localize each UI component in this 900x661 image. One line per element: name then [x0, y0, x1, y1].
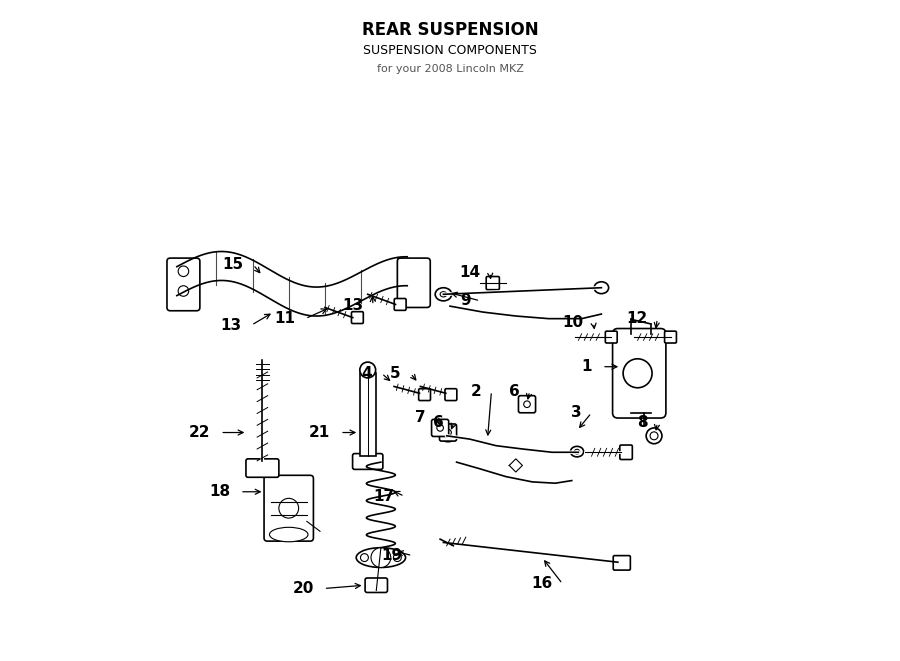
FancyBboxPatch shape	[432, 419, 449, 436]
Ellipse shape	[440, 292, 446, 297]
Text: 22: 22	[189, 425, 211, 440]
FancyBboxPatch shape	[352, 312, 364, 323]
Ellipse shape	[571, 446, 583, 457]
FancyBboxPatch shape	[518, 396, 536, 412]
Text: 3: 3	[571, 405, 581, 420]
Circle shape	[178, 266, 189, 276]
Text: 6: 6	[433, 415, 444, 430]
Ellipse shape	[594, 282, 608, 293]
Text: 9: 9	[460, 293, 471, 309]
Text: 12: 12	[626, 311, 647, 326]
Circle shape	[650, 432, 658, 440]
Text: REAR SUSPENSION: REAR SUSPENSION	[362, 21, 538, 39]
Circle shape	[393, 554, 401, 562]
FancyBboxPatch shape	[613, 329, 666, 418]
FancyBboxPatch shape	[445, 389, 457, 401]
FancyBboxPatch shape	[246, 459, 279, 477]
FancyBboxPatch shape	[167, 258, 200, 311]
Text: 11: 11	[274, 311, 295, 326]
Text: 1: 1	[581, 359, 592, 374]
Text: 5: 5	[390, 366, 400, 381]
Text: 19: 19	[382, 548, 402, 563]
Text: 13: 13	[342, 298, 363, 313]
Text: 8: 8	[637, 415, 647, 430]
Circle shape	[371, 548, 391, 567]
Text: 2: 2	[471, 383, 482, 399]
FancyBboxPatch shape	[486, 276, 500, 290]
Text: 4: 4	[361, 366, 372, 381]
Text: 16: 16	[531, 576, 553, 592]
Ellipse shape	[356, 548, 406, 567]
Text: 20: 20	[292, 581, 314, 596]
Circle shape	[445, 429, 451, 436]
Circle shape	[623, 359, 652, 388]
Circle shape	[524, 401, 530, 408]
Text: 18: 18	[209, 485, 230, 499]
Circle shape	[646, 428, 662, 444]
Text: 10: 10	[562, 315, 583, 330]
FancyBboxPatch shape	[360, 373, 375, 455]
FancyBboxPatch shape	[264, 475, 313, 541]
Circle shape	[178, 286, 189, 296]
FancyBboxPatch shape	[353, 453, 382, 469]
Ellipse shape	[574, 449, 580, 454]
Text: SUSPENSION COMPONENTS: SUSPENSION COMPONENTS	[363, 44, 537, 57]
Ellipse shape	[440, 430, 456, 442]
Circle shape	[436, 424, 444, 431]
Ellipse shape	[445, 433, 451, 438]
Text: 15: 15	[222, 257, 243, 272]
Ellipse shape	[436, 288, 452, 301]
FancyBboxPatch shape	[394, 299, 406, 311]
Text: 14: 14	[459, 265, 481, 280]
Text: 13: 13	[220, 318, 241, 332]
Text: 21: 21	[309, 425, 330, 440]
FancyBboxPatch shape	[397, 258, 430, 307]
FancyBboxPatch shape	[620, 445, 633, 459]
Circle shape	[279, 498, 299, 518]
Text: 7: 7	[415, 410, 426, 425]
Circle shape	[361, 554, 368, 562]
FancyBboxPatch shape	[664, 331, 677, 343]
FancyBboxPatch shape	[606, 331, 617, 343]
FancyBboxPatch shape	[613, 556, 630, 570]
FancyBboxPatch shape	[365, 578, 388, 592]
Circle shape	[360, 362, 375, 378]
FancyBboxPatch shape	[439, 424, 456, 441]
Text: 17: 17	[374, 489, 395, 504]
FancyBboxPatch shape	[418, 389, 430, 401]
Text: for your 2008 Lincoln MKZ: for your 2008 Lincoln MKZ	[376, 64, 524, 74]
Text: 6: 6	[509, 383, 520, 399]
Ellipse shape	[269, 527, 308, 542]
